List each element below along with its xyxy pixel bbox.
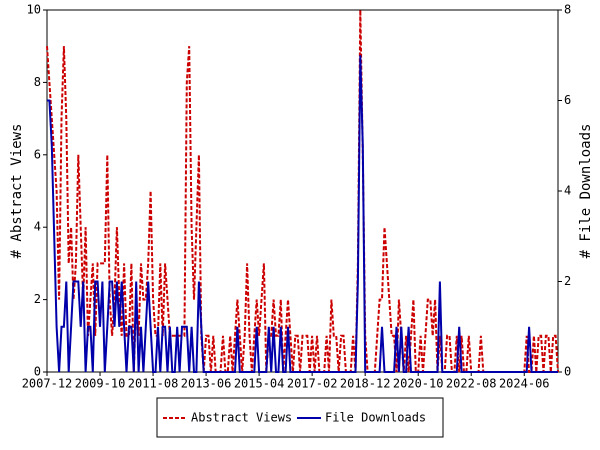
y2-tick-label: 6 [564,93,571,107]
series-line [47,55,558,373]
y-tick-label: 2 [34,292,41,306]
y2-tick-label: 4 [564,184,571,198]
y2-tick-label: 2 [564,274,571,288]
x-tick-label: 2009-10 [75,377,126,391]
x-tick-label: 2007-12 [22,377,73,391]
x-tick-label: 2015-04 [234,377,285,391]
legend-label: Abstract Views [191,411,292,425]
y2-axis-label: # File Downloads [578,124,594,259]
y2-tick-label: 0 [564,365,571,379]
x-tick-label: 2024-06 [499,377,550,391]
x-tick-label: 2013-06 [181,377,232,391]
x-tick-label: 2022-08 [446,377,497,391]
x-tick-label: 2020-10 [393,377,444,391]
y2-tick-label: 8 [564,3,571,17]
y-axis-label: # Abstract Views [9,124,25,259]
x-tick-label: 2017-02 [287,377,338,391]
x-tick-label: 2018-12 [340,377,391,391]
y-tick-label: 4 [34,220,41,234]
x-tick-label: 2011-08 [128,377,179,391]
y-tick-label: 8 [34,75,41,89]
legend-label: File Downloads [325,411,426,425]
y-tick-label: 10 [27,3,41,17]
y-tick-label: 6 [34,147,41,161]
y-tick-label: 0 [34,365,41,379]
